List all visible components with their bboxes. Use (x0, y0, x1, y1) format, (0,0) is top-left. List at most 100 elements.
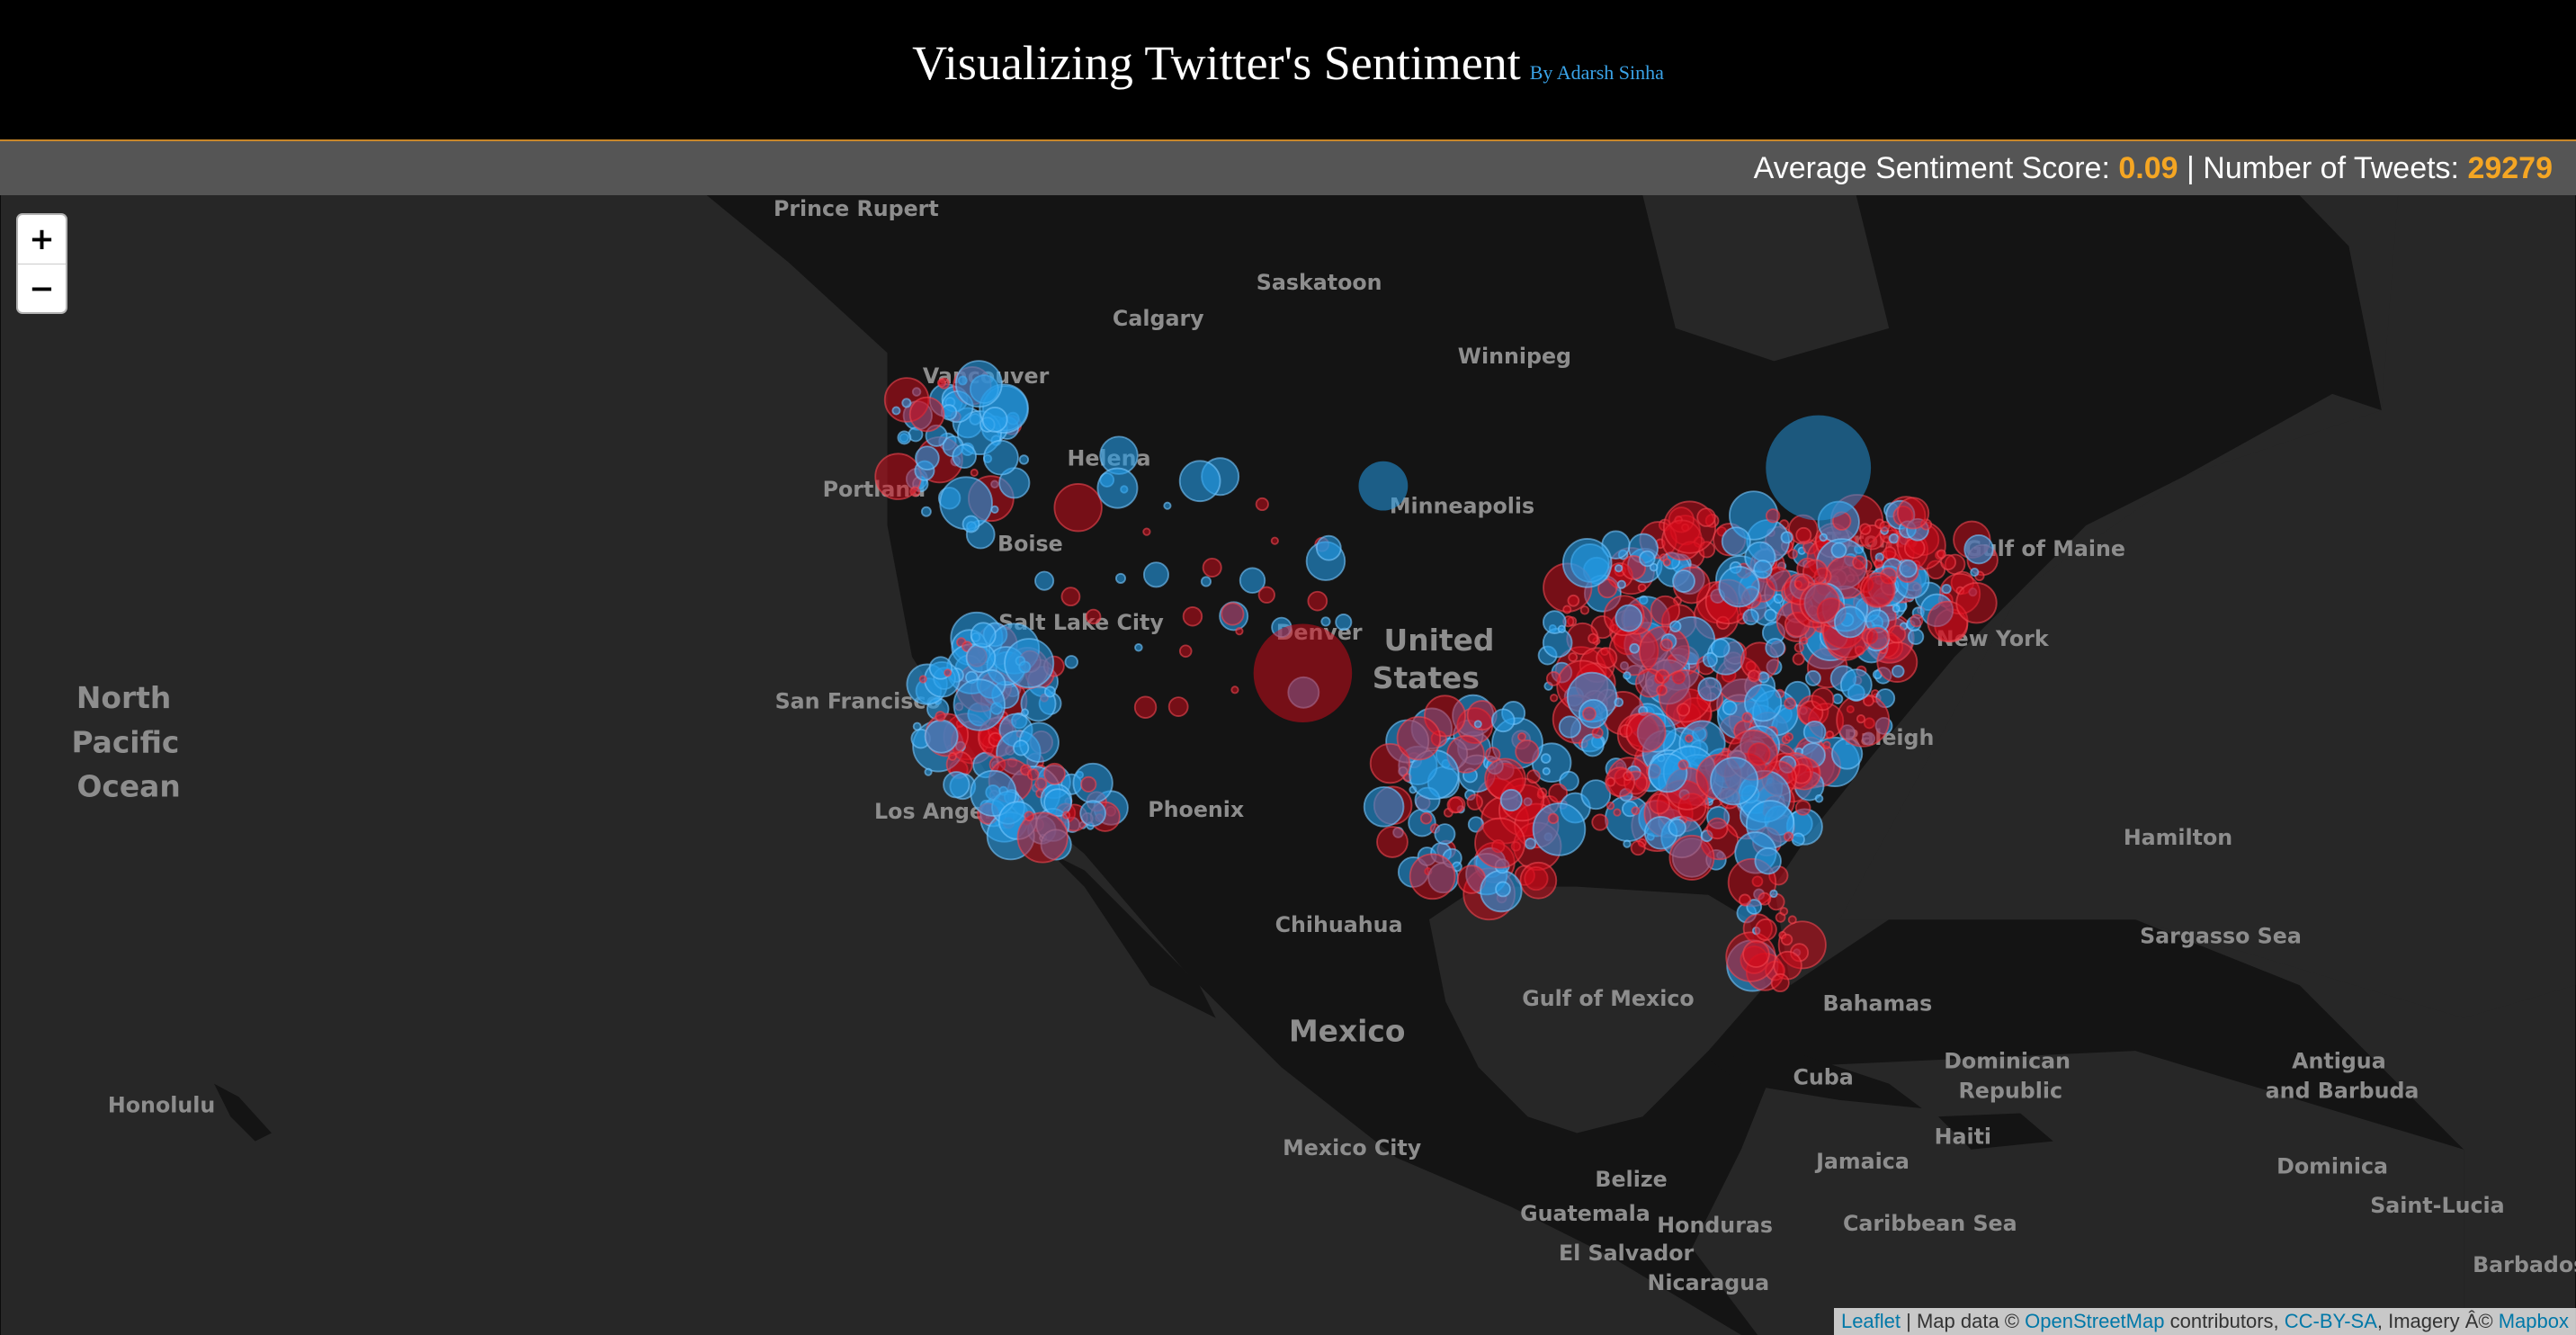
score-label: Average Sentiment Score: (1753, 151, 2110, 185)
place-label: Saint-Lucia (2370, 1193, 2504, 1218)
tweet-circle (1580, 779, 1612, 811)
license-link[interactable]: CC-BY-SA (2284, 1310, 2377, 1332)
tweet-circle (1200, 576, 1212, 587)
tweet-circle (1230, 685, 1239, 694)
zoom-in[interactable]: + (18, 215, 66, 264)
place-label: Caribbean Sea (1843, 1211, 2017, 1236)
place-label: Mexico (1289, 1014, 1406, 1049)
tweet-circle (1677, 759, 1689, 771)
place-label: Minneapolis (1390, 493, 1534, 518)
title: Visualizing Twitter's Sentiment (912, 36, 1521, 90)
tweet-circle (1004, 638, 1055, 689)
place-label: Gulf of Mexico (1522, 986, 1694, 1011)
tweet-circle (1567, 594, 1580, 607)
tweet-circle (1614, 697, 1624, 708)
tweet-circle (1741, 712, 1753, 723)
tweet-circle (970, 468, 979, 478)
place-label: Haiti (1935, 1124, 1991, 1149)
hispaniola (1937, 1113, 2053, 1150)
tweet-circle (947, 751, 957, 761)
place-label: Cuba (1793, 1065, 1854, 1090)
tweet-circle (1702, 651, 1718, 668)
tweet-circle (1540, 753, 1552, 764)
tweet-circle (1163, 501, 1172, 510)
byline[interactable]: By Adarsh Sinha (1529, 61, 1664, 84)
tweet-circle (1787, 548, 1798, 560)
leaflet-link[interactable]: Leaflet (1840, 1310, 1901, 1332)
tweet-circle (1016, 811, 1069, 864)
tweet-circle (1858, 523, 1872, 535)
tweet-circle (915, 445, 940, 471)
tweet-circle (1134, 642, 1143, 652)
tweet-circle (1685, 734, 1694, 743)
tweet-circle (1625, 712, 1667, 753)
tweet-circle (1548, 783, 1569, 803)
tweet-circle (1649, 793, 1670, 815)
tweet-circle (1630, 840, 1646, 856)
osm-link[interactable]: OpenStreetMap (2025, 1310, 2165, 1332)
tweet-circle (1043, 788, 1073, 818)
tweet-circle (1526, 769, 1541, 784)
tweet-circle (1896, 497, 1930, 530)
tweet-circle (924, 719, 959, 754)
tweet-circle (1887, 624, 1907, 644)
attr-text: , Imagery Â© (2376, 1310, 2493, 1332)
tweet-circle (1606, 801, 1615, 811)
tweet-circle (1363, 785, 1405, 828)
tweet-circle (1495, 881, 1511, 898)
ocean-gulf (1429, 886, 1767, 1133)
tweet-circle (1043, 762, 1066, 785)
tweet-circle (1832, 693, 1844, 704)
place-label: Jamaica (1814, 1149, 1910, 1174)
tweet-circle (1668, 834, 1715, 881)
place-label: Hamilton (2124, 825, 2232, 850)
tweet-circle (981, 407, 1008, 433)
tweet-circle (1591, 813, 1609, 831)
tweet-circle (1903, 537, 1926, 560)
tweet-circle (1899, 559, 1918, 578)
tweet-circle (1114, 572, 1127, 584)
tweet-circle (1024, 811, 1034, 821)
tweet-circle (1596, 647, 1618, 669)
zoom-control: + − (16, 213, 67, 314)
tweet-circle (944, 668, 953, 677)
tweet-circle (1532, 802, 1587, 856)
tweet-circle (1769, 889, 1778, 899)
tweet-circle (1662, 558, 1671, 567)
tweet-circle (1639, 550, 1656, 568)
tweet-circle (1742, 608, 1759, 626)
cuba (1708, 1051, 1922, 1109)
tweet-circle (1221, 602, 1245, 626)
tweet-circle (1315, 534, 1342, 561)
zoom-out[interactable]: − (29, 271, 55, 307)
tweet-circle (1434, 823, 1456, 846)
place-label: Nicaragua (1648, 1270, 1770, 1295)
tweet-circle (1396, 715, 1442, 761)
hudson-bay (1642, 195, 1890, 362)
tweet-circle (1547, 812, 1560, 825)
tweet-circle (952, 444, 977, 470)
tweet-circle (1787, 915, 1797, 925)
tweet-circle (1474, 817, 1526, 869)
tweet-circle (1239, 567, 1266, 594)
tweet-circle (1588, 632, 1599, 644)
tweet-circle (1839, 668, 1873, 702)
place-label: Republic (1959, 1078, 2063, 1103)
place-label: Calgary (1113, 306, 1204, 331)
tweet-circle (1865, 626, 1890, 650)
tweet-circle (1863, 694, 1874, 707)
tweet-circle (1970, 567, 1980, 578)
map[interactable]: Prince RupertSaskatoonCalgaryWinnipegVan… (0, 195, 2576, 1335)
tweet-circle (1080, 775, 1097, 793)
tweet-circle (1941, 583, 1952, 595)
tweet-circle (954, 360, 1003, 408)
tweet-circle (1754, 847, 1782, 875)
tweet-circle (1822, 740, 1831, 749)
tweet-circle (1419, 811, 1433, 825)
mapbox-link[interactable]: Mapbox (2498, 1310, 2569, 1332)
tweet-circle (1167, 696, 1189, 718)
tweet-circle (1446, 796, 1464, 814)
tweet-circle (1369, 742, 1411, 784)
tweet-circle (1676, 703, 1691, 717)
